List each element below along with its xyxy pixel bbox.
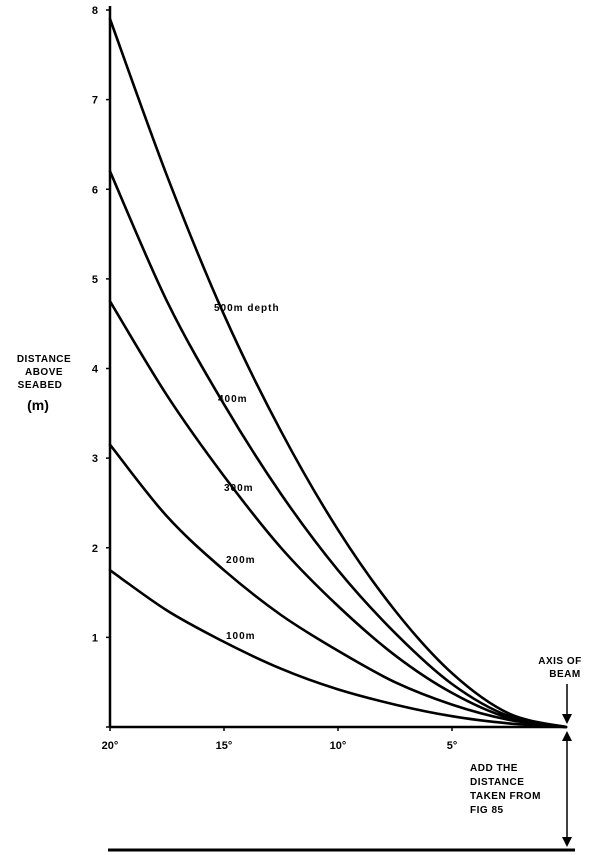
series-label-100m: 100m	[226, 631, 256, 642]
offset-arrowhead-down	[562, 837, 572, 847]
y-tick-label: 3	[92, 453, 98, 465]
y-tick-label: 2	[92, 543, 98, 555]
series-line-400m	[108, 170, 568, 729]
axis-of-beam-label: BEAM	[549, 669, 580, 680]
axis-of-beam-arrowhead	[562, 714, 572, 724]
series-line-500m	[108, 17, 568, 729]
curves	[108, 17, 568, 729]
x-tick-label: 15°	[216, 740, 233, 752]
series-line-300m	[108, 300, 568, 729]
y-axis-label-line: SEABED	[18, 380, 63, 391]
y-axis-label-line: DISTANCE	[17, 354, 71, 365]
offset-note-line: ADD THE	[470, 763, 518, 774]
y-tick-label: 4	[92, 364, 99, 376]
offset-note-line: FIG 85	[470, 805, 504, 816]
y-tick-label: 6	[92, 184, 98, 196]
y-axis-unit: (m)	[27, 397, 49, 413]
series-line-100m	[108, 568, 568, 729]
labels: 100m 200m 300m 400m 500m depth DISTANCE ABOVE S…	[17, 303, 582, 816]
offset-note-line: DISTANCE	[470, 777, 524, 788]
y-tick-label: 7	[92, 95, 98, 107]
x-tick-label: 20°	[102, 740, 119, 752]
series-label-500m: 500m depth	[214, 303, 280, 314]
x-tick-label: 10°	[330, 740, 347, 752]
series-label-300m: 300m	[224, 483, 254, 494]
axis-of-beam-label: AXIS OF	[538, 656, 582, 667]
y-tick-label: 1	[92, 632, 98, 644]
offset-note-line: TAKEN FROM	[470, 791, 541, 802]
series-label-200m: 200m	[226, 555, 256, 566]
series-label-400m: 400m	[218, 394, 248, 405]
offset-arrowhead-up	[562, 731, 572, 741]
series-line-200m	[108, 443, 568, 729]
y-tick-label: 8	[92, 5, 98, 17]
x-tick-label: 5°	[447, 740, 458, 752]
y-tick-label: 5	[92, 274, 98, 286]
y-axis-label-line: ABOVE	[25, 367, 63, 378]
axes: 1 2 3 4 5 6 7 8 20° 15° 10° 5°	[92, 5, 575, 852]
